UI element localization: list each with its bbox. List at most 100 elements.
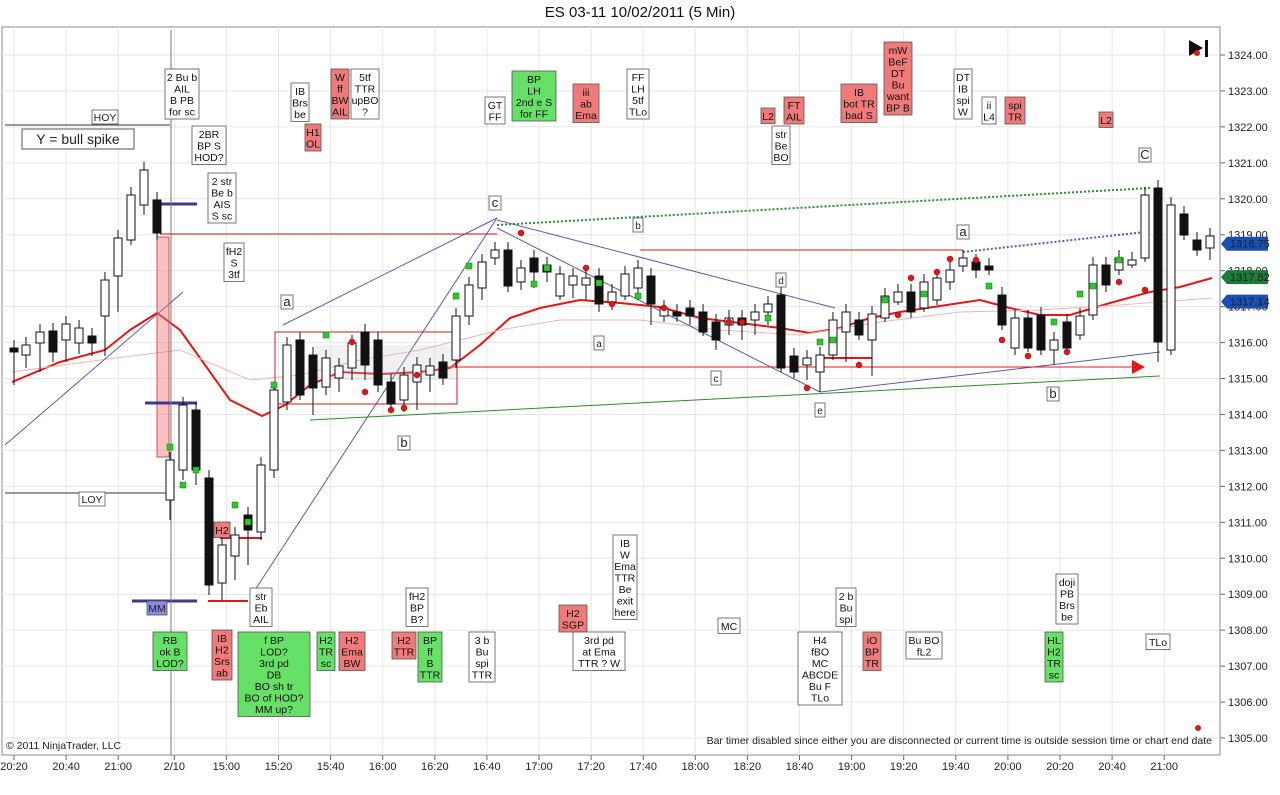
annotation-line: H1 xyxy=(306,127,320,139)
annotation-line: AIL xyxy=(253,614,269,626)
annotation-line: BW xyxy=(344,658,361,670)
slow-ma-line xyxy=(11,297,1213,381)
price-marker-tag xyxy=(1221,270,1268,285)
label-frame xyxy=(1046,386,1060,402)
rising-trendline xyxy=(819,351,1161,393)
red-dot-icon xyxy=(933,268,941,276)
price-tick-label: 1307.00 xyxy=(1228,661,1268,673)
annotation-line: H4 xyxy=(813,635,827,647)
annotation-line: HL xyxy=(1047,635,1061,647)
annotation-line: H2 xyxy=(397,635,411,647)
chart-label: b xyxy=(1049,386,1056,401)
time-tick-label: 20:40 xyxy=(1098,761,1126,773)
time-tick-label: 16:40 xyxy=(473,761,501,773)
candle-body xyxy=(1153,187,1163,343)
annotation-line: S sc xyxy=(212,211,232,223)
candle-body xyxy=(256,464,266,533)
candle-body xyxy=(841,311,851,333)
candle-body xyxy=(867,313,877,341)
price-tick-label: 1305.00 xyxy=(1228,733,1268,745)
annotation-line: TR xyxy=(865,658,879,670)
candle-body xyxy=(763,303,773,313)
red-dot-icon xyxy=(517,229,525,237)
annotation-line: bot TR xyxy=(843,99,875,111)
candle-body xyxy=(1140,194,1150,259)
candle-body xyxy=(9,347,19,353)
candle-body xyxy=(490,249,500,259)
annotation-line: 3rd pd xyxy=(259,658,289,670)
annotation-line: SGP xyxy=(562,620,584,632)
annotation-line: W xyxy=(335,72,345,84)
annotation-frame xyxy=(981,96,997,125)
candle-body xyxy=(607,291,617,303)
red-dot-icon xyxy=(582,264,590,272)
candle-body xyxy=(139,169,149,206)
annotation-line: MC xyxy=(721,621,738,633)
price-tick-label: 1315.00 xyxy=(1228,374,1268,386)
price-marker-label: 1318.75 xyxy=(1230,239,1270,251)
candle-body xyxy=(308,354,318,389)
annotation-line: TTR xyxy=(472,670,493,682)
candle-body xyxy=(503,249,513,287)
green-dot-icon xyxy=(764,314,772,322)
annotation-line: be xyxy=(294,109,306,121)
annotation-frame xyxy=(237,631,311,717)
annotation-frame xyxy=(572,83,600,123)
annotation-line: B xyxy=(426,658,433,670)
chart-label: d xyxy=(778,276,784,287)
annotation-line: DB xyxy=(267,670,282,682)
chart-end-icon[interactable] xyxy=(1189,40,1208,57)
candle-body xyxy=(464,284,474,317)
annotation-frame xyxy=(1055,573,1079,625)
candle-body xyxy=(1036,314,1046,351)
annotation-line: BeF xyxy=(888,57,907,69)
candle-body xyxy=(698,311,708,333)
candle-body xyxy=(386,381,396,405)
green-trendline xyxy=(309,375,1161,421)
green-dot-icon xyxy=(452,292,460,300)
annotation-line: BP S xyxy=(197,141,221,153)
candle-body xyxy=(880,295,890,319)
time-tick-label: 17:40 xyxy=(629,761,657,773)
label-frame xyxy=(397,435,411,451)
time-tick-label: 16:20 xyxy=(421,761,449,773)
annotation-line: Brs xyxy=(292,98,308,110)
annotation-line: Bu xyxy=(476,647,489,659)
annotation-line: L2 xyxy=(1100,115,1112,127)
annotation-line: str xyxy=(775,129,787,141)
annotation-line: 3tf xyxy=(228,269,240,281)
blue-dotted-line xyxy=(962,231,1146,253)
green-dotted-line xyxy=(496,187,1151,226)
candle-body xyxy=(334,365,344,379)
annotation-line: ABCDE xyxy=(802,670,838,682)
price-tick-label: 1321.00 xyxy=(1228,158,1268,170)
annotation-line: IB xyxy=(854,87,864,99)
annotation-frame xyxy=(211,629,233,681)
red-dot-icon xyxy=(998,336,1006,344)
annotation-line: H2 xyxy=(1047,647,1061,659)
time-tick-label: 15:00 xyxy=(213,761,241,773)
annotation-line: W xyxy=(958,107,968,119)
annotation-line: Be xyxy=(619,584,632,596)
annotation-frame xyxy=(1098,111,1114,128)
time-tick-label: 18:40 xyxy=(786,761,814,773)
red-dot-icon xyxy=(1063,348,1071,356)
green-dot-icon xyxy=(465,262,473,270)
candle-body xyxy=(360,331,370,366)
annotation-line: BP xyxy=(410,603,424,615)
annotation-line: 3 b xyxy=(475,635,490,647)
annotation-frame xyxy=(207,172,237,224)
candle-body xyxy=(373,339,383,386)
annotation-frame xyxy=(330,68,350,120)
annotation-line: fBO xyxy=(811,647,829,659)
candle-body xyxy=(984,265,994,271)
candle-body xyxy=(750,311,760,321)
candle-body xyxy=(581,277,591,286)
